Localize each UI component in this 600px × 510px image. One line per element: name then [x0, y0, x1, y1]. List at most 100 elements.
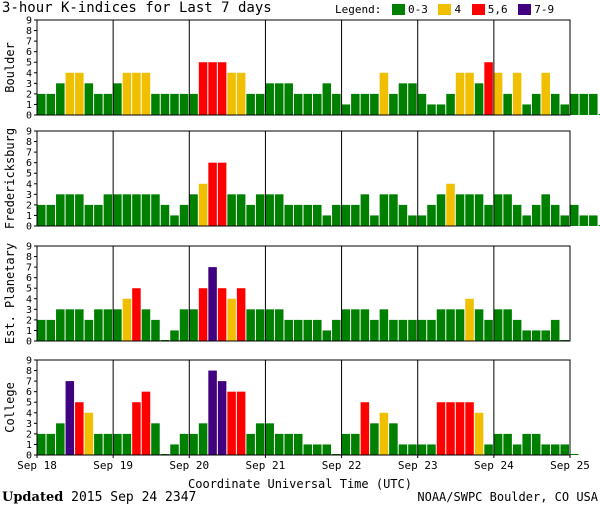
bar-boulder-28: [303, 93, 313, 115]
x-tick-label: Sep 19: [93, 459, 133, 472]
x-tick-label: Sep 18: [17, 459, 57, 472]
bar-college-38: [398, 444, 408, 455]
x-tick-label: Sep 23: [398, 459, 438, 472]
bar-fredericksburg-37: [389, 194, 398, 226]
bar-est-planetary-54: [550, 319, 560, 341]
bar-fredericksburg-52: [531, 204, 541, 226]
legend-text: 7-9: [534, 3, 555, 16]
y-tick-label: 5: [26, 58, 32, 69]
legend-swatch-purple: [518, 4, 532, 15]
panel-frame: [36, 130, 571, 227]
panel-frame: [36, 245, 571, 342]
bar-boulder-42: [436, 104, 446, 115]
bar-college-54: [550, 444, 560, 455]
bar-boulder-3: [65, 72, 75, 115]
bar-est-planetary-21: [236, 288, 246, 341]
bar-fredericksburg-55: [560, 215, 569, 226]
bar-fredericksburg-50: [512, 204, 522, 226]
bar-fredericksburg-13: [160, 204, 170, 226]
panel-frame: [36, 19, 571, 116]
legend-swatch-yellow: [438, 4, 452, 15]
bar-fredericksburg-29: [313, 204, 322, 226]
legend-label: Legend:: [335, 3, 382, 16]
bar-est-planetary-22: [246, 309, 255, 341]
bar-college-7: [103, 433, 113, 455]
bar-fredericksburg-58: [589, 215, 598, 226]
k-index-chart: 0123456789Boulder0123456789Fredericksbur…: [3, 16, 600, 472]
y-tick-label: 7: [26, 148, 32, 159]
legend-text: 5,6: [487, 3, 508, 16]
bar-college-3: [65, 381, 75, 455]
bar-college-56: [570, 454, 579, 455]
bar-est-planetary-47: [484, 319, 493, 341]
bar-est-planetary-17: [198, 288, 208, 341]
bar-fredericksburg-42: [436, 194, 446, 226]
bar-boulder-58: [589, 93, 598, 115]
y-tick-label: 2: [26, 200, 32, 211]
y-tick-label: 6: [26, 47, 32, 58]
bar-boulder-9: [122, 72, 132, 115]
y-tick-label: 3: [26, 305, 32, 316]
bar-fredericksburg-49: [503, 194, 512, 226]
panel-label: Boulder: [3, 42, 17, 93]
legend-text: 4: [454, 3, 462, 16]
bar-est-planetary-10: [132, 288, 141, 341]
bar-fredericksburg-3: [65, 194, 75, 226]
bar-est-planetary-12: [151, 319, 160, 341]
panel-label: College: [3, 382, 17, 433]
y-tick-label: 1: [26, 326, 32, 337]
bar-boulder-20: [227, 72, 236, 115]
bar-est-planetary-0: [37, 319, 46, 341]
bar-boulder-48: [493, 72, 503, 115]
x-tick-label: Sep 24: [474, 459, 514, 472]
bar-boulder-18: [208, 62, 217, 115]
bar-fredericksburg-0: [37, 204, 46, 226]
bar-est-planetary-37: [389, 319, 398, 341]
y-tick-label: 1: [26, 440, 32, 451]
bar-college-44: [455, 402, 465, 455]
y-tick-label: 8: [26, 366, 32, 377]
bar-fredericksburg-25: [274, 194, 284, 226]
bar-est-planetary-42: [436, 309, 446, 341]
bar-fredericksburg-36: [379, 194, 389, 226]
bar-fredericksburg-5: [84, 204, 94, 226]
bar-fredericksburg-9: [122, 194, 132, 226]
bar-boulder-26: [284, 83, 293, 115]
bar-boulder-21: [236, 72, 246, 115]
bar-college-28: [303, 444, 313, 455]
bar-est-planetary-34: [360, 309, 370, 341]
bar-est-planetary-23: [255, 309, 265, 341]
bar-est-planetary-52: [531, 330, 541, 341]
bar-est-planetary-40: [417, 319, 427, 341]
bar-boulder-24: [265, 83, 274, 115]
y-tick-label: 7: [26, 263, 32, 274]
bar-college-12: [151, 423, 160, 455]
bar-est-planetary-11: [141, 309, 151, 341]
bar-est-planetary-8: [113, 309, 122, 341]
y-tick-label: 0: [26, 222, 32, 233]
bar-fredericksburg-15: [179, 204, 189, 226]
bar-college-33: [351, 433, 360, 455]
bar-est-planetary-20: [227, 298, 236, 341]
source-credit: NOAA/SWPC Boulder, CO USA: [417, 490, 598, 504]
x-tick-label: Sep 20: [169, 459, 209, 472]
updated-value: 2015 Sep 24 2347: [71, 490, 197, 505]
legend-text: 0-3: [407, 3, 428, 16]
bar-boulder-44: [455, 72, 465, 115]
bar-est-planetary-41: [427, 319, 436, 341]
bar-college-20: [227, 391, 236, 455]
y-tick-label: 5: [26, 284, 32, 295]
chart-title: 3-hour K-indices for Last 7 days: [2, 0, 272, 16]
bar-boulder-11: [141, 72, 151, 115]
bar-boulder-19: [217, 62, 227, 115]
bar-boulder-30: [322, 83, 332, 115]
bar-boulder-43: [446, 93, 455, 115]
bar-college-5: [84, 412, 94, 455]
bar-boulder-0: [37, 93, 46, 115]
bar-est-planetary-51: [522, 330, 531, 341]
bar-est-planetary-46: [474, 309, 484, 341]
bar-fredericksburg-23: [255, 194, 265, 226]
bar-boulder-12: [151, 93, 160, 115]
y-tick-label: 4: [26, 294, 32, 305]
bar-est-planetary-9: [122, 298, 132, 341]
